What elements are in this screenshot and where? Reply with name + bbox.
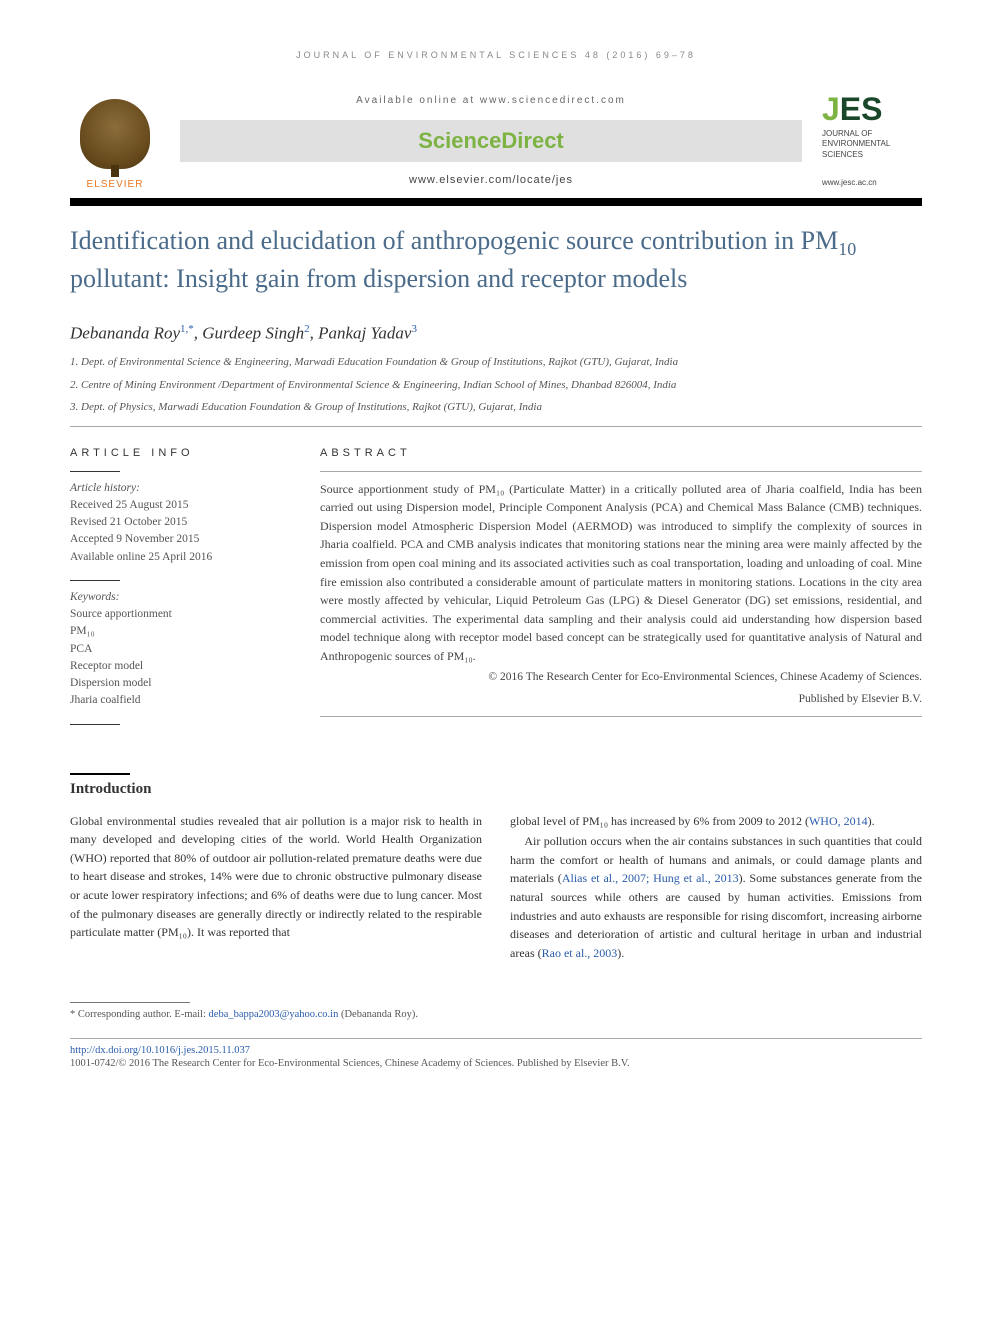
jes-j: J <box>822 91 840 127</box>
history-line: Accepted 9 November 2015 <box>70 531 290 548</box>
info-short-rule-2 <box>70 580 120 581</box>
footnote-separator <box>70 1002 190 1003</box>
jes-es: ES <box>840 91 883 127</box>
elsevier-tree-icon <box>80 99 150 169</box>
article-title: Identification and elucidation of anthro… <box>70 224 922 295</box>
keyword-line: Jharia coalfield <box>70 692 290 709</box>
authors: Debananda Roy1,*, Gurdeep Singh2, Pankaj… <box>70 323 922 344</box>
info-abstract-row: ARTICLE INFO Article history: Received 2… <box>70 447 922 733</box>
body-columns: Global environmental studies revealed th… <box>70 812 922 963</box>
affiliation-line: 1. Dept. of Environmental Science & Engi… <box>70 354 922 371</box>
cite-alias-hung[interactable]: Alias et al., 2007; Hung et al., 2013 <box>562 871 739 885</box>
copyright-line-1: © 2016 The Research Center for Eco-Envir… <box>320 669 922 686</box>
running-header: JOURNAL OF ENVIRONMENTAL SCIENCES 48 (20… <box>70 50 922 60</box>
article-info-heading: ARTICLE INFO <box>70 447 290 459</box>
info-short-rule-3 <box>70 724 120 725</box>
elsevier-text: ELSEVIER <box>87 179 144 190</box>
col2-p1-post: ). <box>868 814 875 828</box>
sciencedirect-bar: ScienceDirect <box>180 120 802 162</box>
doi-link[interactable]: http://dx.doi.org/10.1016/j.jes.2015.11.… <box>70 1045 922 1056</box>
history-line: Received 25 August 2015 <box>70 497 290 514</box>
history-label: Article history: <box>70 480 290 497</box>
keyword-line: Receptor model <box>70 658 290 675</box>
copyright-line-2: Published by Elsevier B.V. <box>320 691 922 708</box>
body-col-left: Global environmental studies revealed th… <box>70 812 482 963</box>
keyword-line: PM₁₀ <box>70 623 290 640</box>
jes-logo: JES JOURNAL OF ENVIRONMENTAL SCIENCES ww… <box>822 93 922 187</box>
footnote-name: (Debananda Roy). <box>338 1009 418 1020</box>
black-rule <box>70 198 922 206</box>
keywords-block: Keywords: Source apportionmentPM₁₀PCARec… <box>70 589 290 710</box>
abstract-col: ABSTRACT Source apportionment study of P… <box>320 447 922 733</box>
abstract-heading: ABSTRACT <box>320 447 922 459</box>
corresponding-author-footnote: * Corresponding author. E-mail: deba_bap… <box>70 1009 922 1020</box>
col2-p1-pre: global level of PM₁₀ has increased by 6%… <box>510 814 809 828</box>
jes-url[interactable]: www.jesc.ac.cn <box>822 178 922 187</box>
section-rule <box>70 773 130 775</box>
keyword-line: PCA <box>70 641 290 658</box>
affiliation-line: 3. Dept. of Physics, Marwadi Education F… <box>70 399 922 416</box>
center-banner: Available online at www.sciencedirect.co… <box>160 95 822 186</box>
abstract-top-rule <box>320 471 922 472</box>
top-banner: ELSEVIER Available online at www.science… <box>70 90 922 190</box>
introduction-section: Introduction Global environmental studie… <box>70 773 922 963</box>
article-history-block: Article history: Received 25 August 2015… <box>70 480 290 566</box>
locate-url[interactable]: www.elsevier.com/locate/jes <box>180 174 802 186</box>
footnote-label: * Corresponding author. E-mail: <box>70 1009 209 1020</box>
cite-who2014[interactable]: WHO, 2014 <box>809 814 868 828</box>
available-online-text: Available online at www.sciencedirect.co… <box>180 95 802 106</box>
introduction-heading: Introduction <box>70 781 922 798</box>
footnote-email[interactable]: deba_bappa2003@yahoo.co.in <box>209 1009 339 1020</box>
history-line: Available online 25 April 2016 <box>70 549 290 566</box>
affiliations: 1. Dept. of Environmental Science & Engi… <box>70 354 922 416</box>
jes-mark: JES <box>822 93 922 125</box>
history-line: Revised 21 October 2015 <box>70 514 290 531</box>
issn-line: 1001-0742/© 2016 The Research Center for… <box>70 1058 922 1069</box>
info-short-rule-1 <box>70 471 120 472</box>
bottom-rule <box>70 1038 922 1039</box>
keyword-line: Dispersion model <box>70 675 290 692</box>
title-pre: Identification and elucidation of anthro… <box>70 226 838 255</box>
title-post: pollutant: Insight gain from dispersion … <box>70 264 687 293</box>
col2-p2-post: ). <box>617 946 624 960</box>
keyword-line: Source apportionment <box>70 606 290 623</box>
jes-subtitle: JOURNAL OF ENVIRONMENTAL SCIENCES <box>822 129 922 160</box>
article-info-col: ARTICLE INFO Article history: Received 2… <box>70 447 290 733</box>
rule-after-affil <box>70 426 922 427</box>
body-col-right: global level of PM₁₀ has increased by 6%… <box>510 812 922 963</box>
affiliation-line: 2. Centre of Mining Environment /Departm… <box>70 377 922 394</box>
title-sub: 10 <box>838 239 856 259</box>
elsevier-logo: ELSEVIER <box>70 90 160 190</box>
sciencedirect-logo: ScienceDirect <box>418 128 564 153</box>
abstract-text: Source apportionment study of PM₁₀ (Part… <box>320 480 922 666</box>
keywords-label: Keywords: <box>70 589 290 606</box>
abstract-bottom-rule <box>320 716 922 717</box>
cite-rao2003[interactable]: Rao et al., 2003 <box>542 946 618 960</box>
